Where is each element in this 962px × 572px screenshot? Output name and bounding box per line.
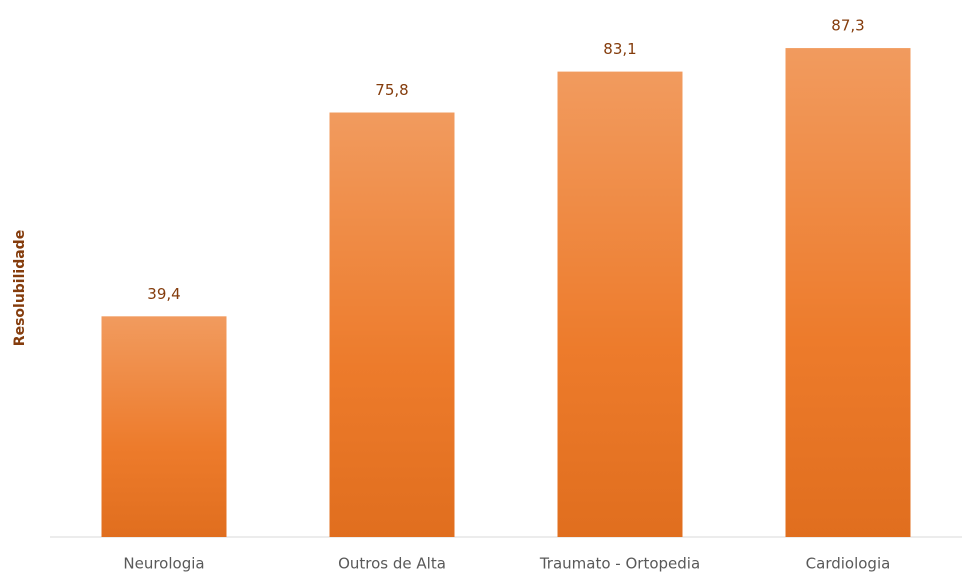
data-label: 75,8 — [375, 81, 408, 99]
data-label: 39,4 — [147, 285, 180, 303]
x-tick-label: Cardiologia — [806, 555, 891, 572]
bar-shine — [557, 71, 683, 537]
y-axis-label: Resolubilidade — [12, 230, 28, 346]
bar-shine — [785, 48, 911, 538]
bar-shine — [329, 112, 455, 538]
x-tick-label: Outros de Alta — [338, 555, 446, 572]
bar-shine — [101, 316, 227, 537]
x-tick-label: Neurologia — [123, 555, 204, 572]
x-tick-label: Traumato - Ortopedia — [539, 555, 700, 572]
data-label: 83,1 — [603, 40, 636, 58]
data-label: 87,3 — [831, 17, 864, 35]
